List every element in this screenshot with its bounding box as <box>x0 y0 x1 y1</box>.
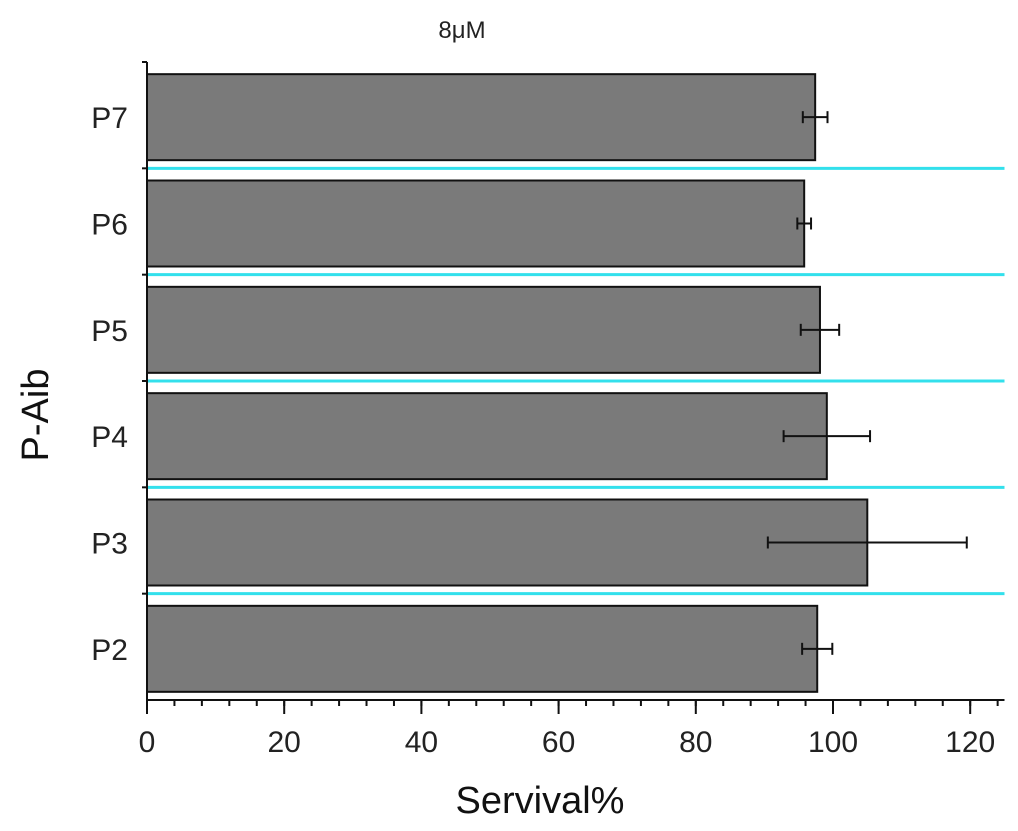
x-tick-label: 80 <box>679 726 712 759</box>
x-tick-label: 60 <box>542 726 575 759</box>
x-tick-label: 120 <box>945 726 995 759</box>
bar-p3 <box>146 498 869 587</box>
bar-p4 <box>146 392 828 481</box>
category-label-p7: P7 <box>91 102 128 135</box>
category-label-p2: P2 <box>91 634 128 667</box>
category-label-p5: P5 <box>91 315 128 348</box>
bar-p5 <box>146 285 821 374</box>
chart-title: 8μM <box>438 17 485 44</box>
category-label-p4: P4 <box>91 421 128 454</box>
bar-p7 <box>146 73 817 162</box>
x-tick-label: 40 <box>405 726 438 759</box>
y-axis-title: P-Aib <box>15 369 57 462</box>
bar-p2 <box>146 604 819 693</box>
x-tick-label: 0 <box>139 726 156 759</box>
x-tick-label: 20 <box>268 726 301 759</box>
category-label-p3: P3 <box>91 528 128 561</box>
category-label-p6: P6 <box>91 209 128 242</box>
bar-p6 <box>146 179 806 268</box>
x-tick-label: 100 <box>808 726 858 759</box>
x-axis-title: Servival% <box>456 780 625 822</box>
